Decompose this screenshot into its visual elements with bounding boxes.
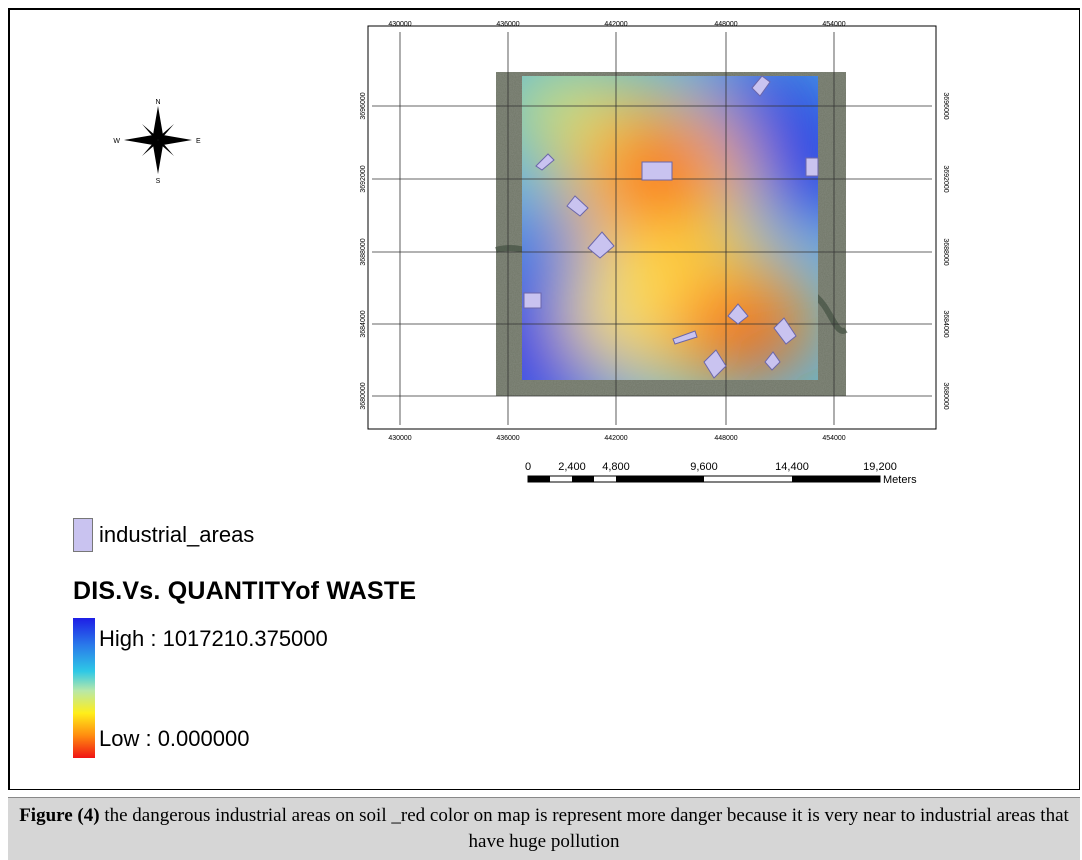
ramp-low-label: Low : 0.000000 [99,726,250,751]
scale-bar: 0 2,400 4,800 9,600 14,400 19,200 Meters [525,461,917,486]
color-ramp [73,618,95,758]
map-neatline [367,25,937,430]
svg-text:S: S [156,178,161,185]
svg-text:3684000: 3684000 [360,310,367,337]
x-axis-top-labels: 430000 436000 442000 448000 454000 [388,21,845,28]
svg-text:3692000: 3692000 [360,165,367,192]
legend-title: DIS.Vs. QUANTITYof WASTE [73,577,417,605]
svg-text:4,800: 4,800 [602,461,630,473]
svg-text:9,600: 9,600 [690,461,718,473]
svg-text:3680000: 3680000 [942,382,949,409]
svg-text:3696000: 3696000 [942,92,949,119]
svg-text:436000: 436000 [496,435,519,442]
svg-text:430000: 430000 [388,435,411,442]
ramp-high-label: High : 1017210.375000 [99,626,328,651]
svg-text:3696000: 3696000 [360,92,367,119]
svg-text:442000: 442000 [604,435,627,442]
svg-text:442000: 442000 [604,21,627,28]
svg-text:N: N [155,99,160,106]
legend-industrial-label: industrial_areas [99,522,255,547]
svg-text:3684000: 3684000 [942,310,949,337]
svg-text:14,400: 14,400 [775,461,809,473]
svg-text:W: W [113,138,120,145]
svg-text:448000: 448000 [714,435,737,442]
svg-text:0: 0 [525,461,531,473]
svg-text:3692000: 3692000 [942,165,949,192]
figure-caption: Figure (4) the dangerous industrial area… [8,797,1080,860]
svg-text:19,200: 19,200 [863,461,897,473]
svg-text:3688000: 3688000 [360,238,367,265]
svg-text:3688000: 3688000 [942,238,949,265]
svg-text:2,400: 2,400 [558,461,586,473]
svg-text:454000: 454000 [822,435,845,442]
waste-quantity-surface [522,76,818,380]
legend-industrial-areas: industrial_areas [73,518,254,552]
industrial-areas [523,75,819,379]
svg-text:E: E [196,138,201,145]
svg-text:454000: 454000 [822,21,845,28]
y-axis-right-labels: 3696000 3692000 3688000 3684000 3680000 [942,92,949,409]
caption-label: Figure (4) [19,805,100,826]
north-arrow-icon: N S E W [113,99,201,185]
x-axis-bottom-labels: 430000 436000 442000 448000 454000 [388,435,845,442]
svg-text:436000: 436000 [496,21,519,28]
y-axis-left-labels: 3696000 3692000 3688000 3684000 3680000 [360,92,367,409]
svg-text:448000: 448000 [714,21,737,28]
svg-text:430000: 430000 [388,21,411,28]
industrial-swatch [73,518,93,552]
map-layout-frame: 430000 436000 442000 448000 454000 43000… [8,8,1080,790]
svg-text:Meters: Meters [883,474,917,486]
svg-text:3680000: 3680000 [360,382,367,409]
caption-text: the dangerous industrial areas on soil _… [99,805,1069,852]
map-canvas: 430000 436000 442000 448000 454000 43000… [113,21,949,486]
